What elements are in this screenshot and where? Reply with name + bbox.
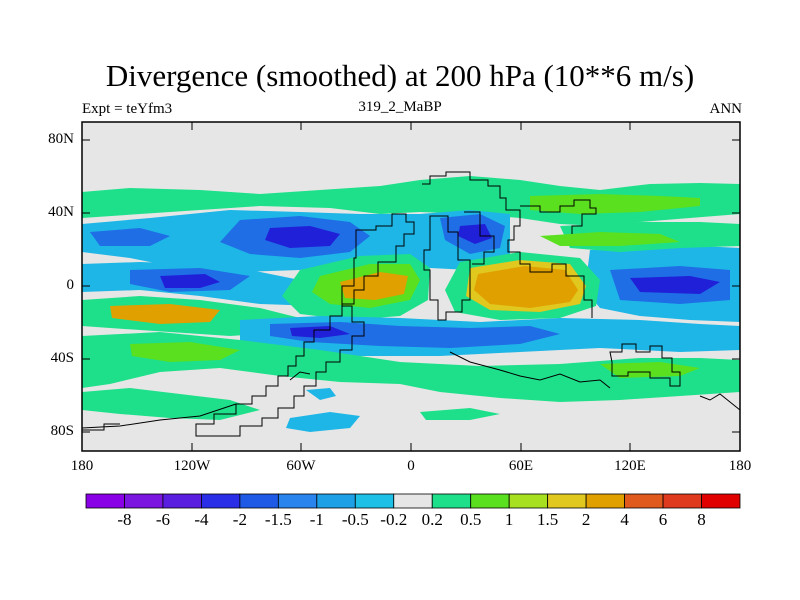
field-band-north-lime [530, 194, 700, 214]
field-blue-south-core [270, 322, 560, 348]
coast-antarctica [81, 393, 741, 429]
coast-samerica [195, 213, 415, 437]
colorbar-label: 0.5 [460, 510, 482, 529]
colorbar-swatch [239, 493, 279, 509]
field-lime-east-top [540, 232, 680, 246]
field-blue-west [90, 228, 170, 246]
colorbar-label: 1.5 [537, 510, 559, 529]
colorbar-label: 8 [697, 510, 706, 529]
x-tick-label: 0 [407, 458, 415, 474]
coast-americas [422, 171, 593, 318]
colorbar-swatch [354, 493, 395, 509]
colorbar-swatch [585, 493, 625, 509]
field-orange-spacific [110, 304, 220, 324]
colorbar-label: -6 [155, 510, 171, 529]
experiment-label: Expt = teYfm3 [82, 101, 173, 117]
x-tick-label: 60E [508, 458, 534, 474]
colorbar-label: -1 [309, 510, 324, 529]
y-tick-label: 80N [48, 131, 74, 147]
coast-australia [609, 343, 681, 387]
field-lime-south-2 [600, 362, 700, 378]
x-tick-label: 180 [70, 458, 94, 474]
colorbar-swatch [85, 493, 125, 509]
colorbar-label: -0.2 [380, 510, 408, 529]
field-blue-core-2b [458, 224, 492, 244]
y-tick-label: 40S [50, 350, 74, 366]
x-tick-label: 120E [614, 458, 646, 474]
colorbar [85, 493, 741, 509]
colorbar-swatch [316, 493, 356, 509]
field-blue-east-core2 [630, 276, 720, 294]
x-tick-label: 180 [728, 458, 752, 474]
y-tick-label: 40N [48, 204, 74, 220]
field-green-antarctic-2 [420, 408, 500, 420]
colorbar-swatch [162, 493, 202, 509]
field-lime-south [130, 342, 240, 362]
field-blue-antarctic-2 [306, 388, 336, 400]
field-orange-africa [474, 266, 578, 308]
y-tick-label: 0 [66, 277, 75, 293]
colorbar-label: -0.5 [341, 510, 369, 529]
colorbar-label: 0.2 [421, 510, 443, 529]
period-label: ANN [709, 101, 743, 117]
colorbar-label: -4 [194, 510, 209, 529]
x-tick-label: 120W [173, 458, 211, 474]
colorbar-label: -8 [117, 510, 132, 529]
colorbar-swatch [124, 493, 164, 509]
colorbar-label: 2 [581, 510, 591, 529]
field-blue-south-core2 [290, 326, 350, 338]
colorbar-swatch [201, 493, 241, 509]
colorbar-swatch [662, 493, 702, 509]
coast-africa [423, 215, 471, 321]
colorbar-swatch [431, 493, 472, 509]
colorbar-label: 1 [504, 510, 514, 529]
colorbar-label: 4 [620, 510, 629, 529]
colorbar-label: -2 [232, 510, 247, 529]
field-blue-core-1b [265, 226, 340, 248]
coast-eastpacific [82, 351, 611, 431]
colorbar-swatch [701, 493, 741, 509]
coastlines [81, 171, 741, 437]
x-tick-label: 60W [286, 458, 316, 474]
colorbar-swatch [393, 493, 433, 509]
field-green-antarctic [82, 388, 260, 420]
field-blue-pacific-eq-core2 [160, 274, 220, 288]
colorbar-swatch [624, 493, 664, 509]
run-label: 319_2_MaBP [358, 99, 442, 115]
coast-asia [464, 199, 597, 265]
field-blue-antarctic [286, 412, 360, 432]
field-green-south [82, 332, 740, 402]
field-orange-atlantic [340, 272, 408, 300]
axis-ticks [82, 122, 740, 451]
colorbar-swatch [277, 493, 318, 509]
chart-title: Divergence (smoothed) at 200 hPa (10**6 … [105, 58, 695, 93]
y-tick-label: 80S [50, 423, 74, 439]
field-layer [82, 122, 740, 451]
colorbar-swatch [547, 493, 587, 509]
colorbar-label: -1.5 [264, 510, 292, 529]
colorbar-swatch [470, 493, 510, 509]
colorbar-label: 6 [658, 510, 668, 529]
colorbar-swatch [508, 493, 549, 509]
